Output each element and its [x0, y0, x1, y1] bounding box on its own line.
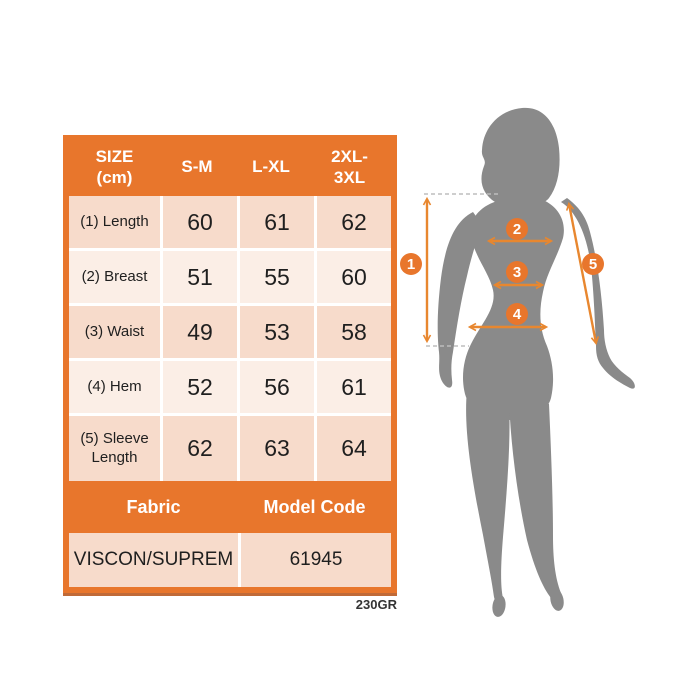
marker-2-number: 2 — [513, 221, 521, 238]
woman-silhouette-figure — [437, 107, 635, 617]
row-sleeve-2xl: 64 — [317, 416, 391, 481]
silhouette-right-arm — [561, 198, 635, 389]
size-table: SIZE (cm) S-M L-XL 2XL- 3XL (1) Length 6… — [63, 135, 397, 596]
col-header-size-line1: SIZE — [95, 146, 134, 166]
row-waist-lxl: 53 — [240, 306, 314, 358]
marker-2: 2 — [506, 218, 528, 240]
row-length-lxl: 61 — [240, 196, 314, 248]
col-header-sm: S-M — [181, 157, 213, 177]
row-waist-2xl: 58 — [317, 306, 391, 358]
fabric-header: Fabric — [126, 496, 181, 517]
row-breast-sm: 51 — [163, 251, 237, 303]
row-sleeve-sm: 62 — [163, 416, 237, 481]
row-length-2xl: 62 — [317, 196, 391, 248]
row-hem-sm: 52 — [163, 361, 237, 413]
marker-4-number: 4 — [513, 306, 522, 323]
row-sleeve-lxl: 63 — [240, 416, 314, 481]
col-header-2xl3xl-line2: 3XL — [333, 168, 366, 187]
row-breast-2xl: 60 — [317, 251, 391, 303]
marker-4: 4 — [506, 303, 528, 325]
marker-1: 1 — [400, 253, 422, 275]
row-hem-label: (4) Hem — [69, 361, 160, 413]
row-waist-sm: 49 — [163, 306, 237, 358]
weight-footnote: 230GR — [355, 597, 397, 612]
measurement-diagram: 1 2 3 4 5 — [400, 107, 635, 617]
model-code-header: Model Code — [263, 496, 366, 517]
col-header-size: SIZE (cm) — [69, 141, 160, 193]
row-sleeve-label: (5) Sleeve Length — [69, 416, 160, 481]
col-header-size-line2: (cm) — [96, 168, 133, 187]
marker-3-circle — [506, 261, 528, 283]
row-breast-label: (2) Breast — [69, 251, 160, 303]
table-header-row: SIZE (cm) S-M L-XL 2XL- 3XL — [69, 141, 391, 193]
marker-1-circle — [400, 253, 422, 275]
marker-2-circle — [506, 218, 528, 240]
marker-5-number: 5 — [589, 256, 597, 273]
table-body: (1) Length 60 61 62 (2) Breast 51 55 60 … — [69, 196, 391, 481]
silhouette-right-foot — [550, 589, 564, 611]
info-header-row: Fabric Model Code — [69, 484, 391, 530]
sleeve-arrow — [565, 201, 600, 346]
model-code-value: 61945 — [241, 533, 391, 587]
silhouette-left-foot — [492, 595, 506, 617]
silhouette-left-leg — [466, 390, 510, 608]
row-hem-2xl: 61 — [317, 361, 391, 413]
fabric-value: VISCON/SUPREM — [69, 533, 238, 587]
silhouette-right-leg — [509, 402, 562, 604]
col-header-2xl3xl: 2XL- 3XL — [308, 141, 391, 193]
marker-3-number: 3 — [513, 264, 521, 281]
marker-5: 5 — [582, 253, 604, 275]
silhouette-left-arm — [437, 212, 483, 388]
row-length-label: (1) Length — [69, 196, 160, 248]
row-length-sm: 60 — [163, 196, 237, 248]
marker-5-circle — [582, 253, 604, 275]
col-header-lxl: L-XL — [252, 157, 290, 177]
col-header-2xl3xl-line1: 2XL- — [331, 146, 368, 166]
row-hem-lxl: 56 — [240, 361, 314, 413]
row-waist-label: (3) Waist — [69, 306, 160, 358]
row-breast-lxl: 55 — [240, 251, 314, 303]
marker-1-number: 1 — [407, 256, 415, 273]
info-value-row: VISCON/SUPREM 61945 — [69, 533, 391, 587]
marker-3: 3 — [506, 261, 528, 283]
marker-4-circle — [506, 303, 528, 325]
